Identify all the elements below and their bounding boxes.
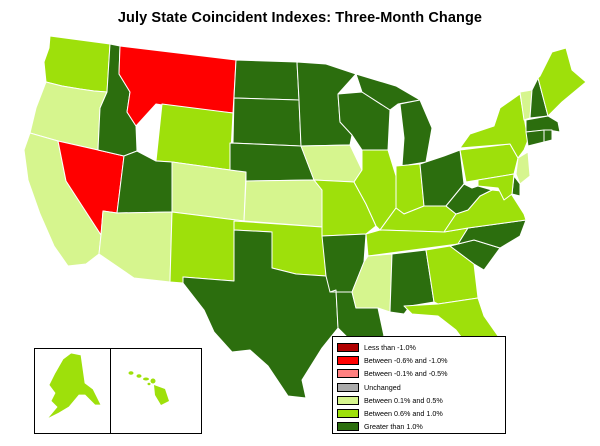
legend-item: Between -0.1% and -0.5%	[337, 367, 501, 380]
legend-swatch	[337, 356, 359, 366]
alaska-inset	[34, 348, 112, 434]
hawaii-inset	[110, 348, 202, 434]
state-ri	[543, 129, 553, 143]
alaska-map	[46, 352, 102, 420]
state-wv	[445, 183, 493, 215]
legend-label: Greater than 1.0%	[364, 422, 423, 432]
state-il	[353, 149, 397, 231]
state-wy	[155, 103, 234, 171]
state-ct	[525, 129, 545, 147]
legend-item: Between -0.6% and -1.0%	[337, 354, 501, 367]
legend-item: Between 0.1% and 0.5%	[337, 394, 501, 407]
legend-item: Greater than 1.0%	[337, 420, 501, 433]
legend-label: Between 0.6% and 1.0%	[364, 408, 443, 418]
state-ak	[46, 352, 102, 420]
legend-item: Unchanged	[337, 381, 501, 394]
state-md	[477, 173, 515, 201]
map-title: July State Coincident Indexes: Three-Mon…	[117, 10, 483, 26]
state-hi	[128, 371, 169, 405]
legend-swatch	[337, 422, 359, 432]
legend: Less than -1.0% Between -0.6% and -1.0% …	[332, 336, 506, 434]
legend-swatch	[337, 369, 359, 379]
hawaii-map	[128, 371, 169, 405]
state-ma	[525, 115, 561, 133]
state-tx	[182, 229, 339, 399]
state-in	[395, 163, 425, 215]
state-az	[98, 210, 173, 283]
state-nm	[169, 211, 245, 284]
state-nd	[233, 59, 300, 101]
legend-swatch	[337, 395, 359, 405]
legend-label: Between -0.1% and -0.5%	[364, 369, 448, 379]
legend-label: Between -0.6% and -1.0%	[364, 356, 448, 366]
legend-swatch	[337, 343, 359, 352]
legend-label: Unchanged	[364, 382, 401, 392]
legend-label: Less than -1.0%	[364, 343, 416, 352]
legend-item: Between 0.6% and 1.0%	[337, 407, 501, 420]
state-ks	[243, 179, 323, 228]
legend-label: Between 0.1% and 0.5%	[364, 395, 443, 405]
state-me	[537, 47, 587, 117]
legend-item: Less than -1.0%	[337, 341, 501, 354]
state-sd	[232, 97, 302, 147]
legend-swatch	[337, 382, 359, 392]
state-nj	[515, 151, 531, 185]
legend-swatch	[337, 408, 359, 418]
